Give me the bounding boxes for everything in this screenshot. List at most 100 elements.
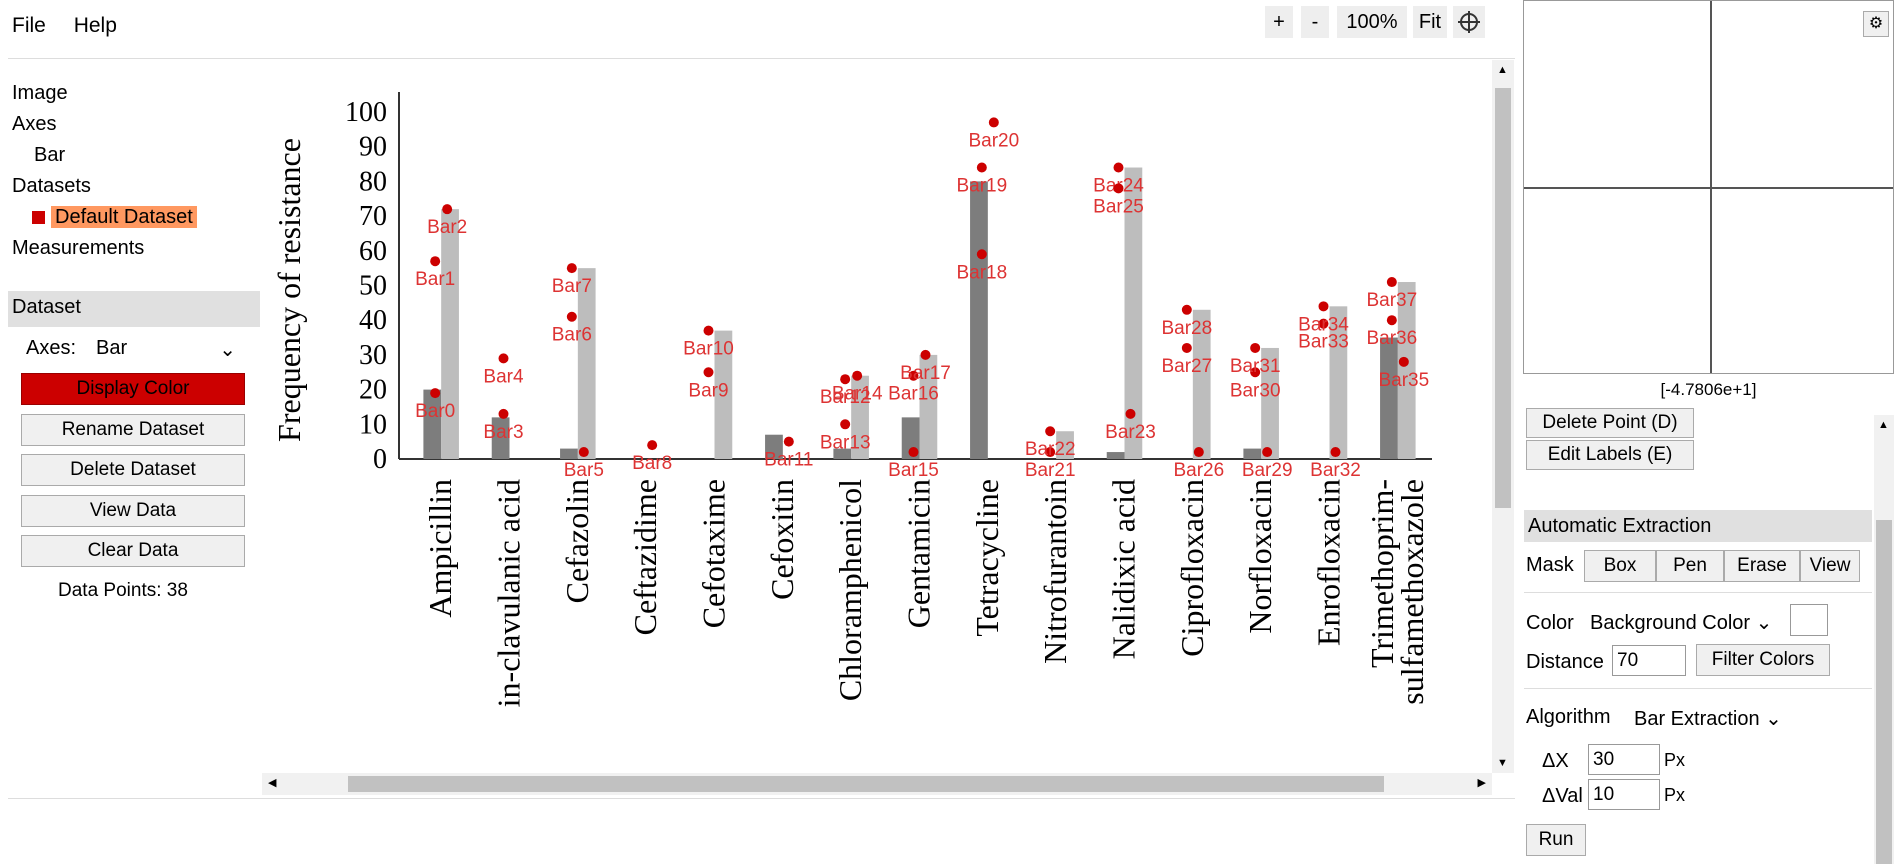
dx-input[interactable] — [1588, 744, 1660, 775]
data-point-marker — [1330, 447, 1341, 458]
crosshair-horizontal — [1524, 187, 1893, 189]
display-color-button[interactable]: Display Color — [21, 373, 245, 405]
y-tick-label: 90 — [359, 132, 387, 163]
data-point-label: Bar9 — [688, 380, 728, 401]
color-swatch[interactable] — [1790, 604, 1828, 636]
tree-axes[interactable]: Axes — [12, 113, 57, 135]
scroll-thumb[interactable] — [348, 776, 1384, 792]
data-point-label: Bar19 — [956, 176, 1007, 197]
x-tick-label: Enrofloxacin — [1311, 479, 1347, 646]
mask-box-button[interactable]: Box — [1584, 550, 1656, 582]
color-select[interactable]: Background Color ⌄ — [1590, 610, 1772, 635]
scroll-right-icon[interactable]: ▶ — [1477, 777, 1486, 789]
dval-input[interactable] — [1588, 779, 1660, 810]
delete-dataset-button[interactable]: Delete Dataset — [21, 454, 245, 486]
data-point-marker — [1181, 304, 1192, 315]
data-point-marker — [1250, 342, 1261, 353]
bar-1-14 — [1397, 282, 1416, 459]
settings-gear-icon[interactable]: ⚙ — [1863, 11, 1889, 37]
mask-view-button[interactable]: View — [1800, 550, 1860, 582]
x-tick-label: Cefoxitin — [764, 479, 800, 600]
data-point-label: Bar20 — [968, 130, 1019, 151]
y-tick-label: 30 — [359, 340, 387, 371]
data-point-marker — [988, 117, 999, 128]
bar-0-6 — [833, 448, 852, 459]
data-point-marker — [442, 204, 453, 215]
data-point-label: Bar6 — [552, 325, 592, 346]
edit-labels-button[interactable]: Edit Labels (E) — [1526, 440, 1694, 470]
delete-point-button[interactable]: Delete Point (D) — [1526, 408, 1694, 438]
distance-input[interactable] — [1612, 645, 1686, 676]
data-point-label: Bar13 — [820, 432, 871, 453]
tree-view: Image Axes Bar Datasets Default Dataset … — [12, 78, 197, 264]
plot-vertical-scrollbar[interactable]: ▲ ▼ — [1492, 60, 1514, 773]
menu-help[interactable]: Help — [73, 14, 117, 37]
data-point-label: Bar16 — [888, 384, 939, 405]
data-point-marker — [430, 388, 441, 399]
data-point-label: Bar12 — [820, 387, 871, 408]
rename-dataset-button[interactable]: Rename Dataset — [21, 414, 245, 446]
algorithm-select[interactable]: Bar Extraction ⌄ — [1634, 706, 1782, 731]
fit-button[interactable]: Fit — [1413, 6, 1447, 38]
filter-colors-button[interactable]: Filter Colors — [1696, 644, 1830, 676]
bar-0-0 — [423, 389, 442, 459]
data-point-marker — [1262, 447, 1273, 458]
scroll-left-icon[interactable]: ◀ — [268, 777, 277, 789]
x-tick-label: sulfamethoxazole — [1394, 479, 1430, 705]
data-point-label: Bar2 — [427, 217, 467, 238]
axes-select[interactable]: Bar ⌄ — [96, 337, 236, 361]
algorithm-select-value: Bar Extraction — [1634, 708, 1760, 730]
tree-measurements[interactable]: Measurements — [12, 237, 145, 259]
zoom-coordinate: [-4.7806e+1] — [1660, 380, 1757, 399]
data-point-marker — [1386, 277, 1397, 288]
mask-erase-button[interactable]: Erase — [1724, 550, 1800, 582]
data-point-label: Bar32 — [1310, 460, 1361, 481]
tree-default-dataset[interactable]: Default Dataset — [12, 202, 197, 233]
x-tick-label: Cefazolin — [559, 479, 595, 603]
clear-data-button[interactable]: Clear Data — [21, 535, 245, 567]
zoom-preview[interactable]: ⚙ — [1523, 0, 1894, 374]
scroll-thumb[interactable] — [1495, 88, 1511, 508]
bar-1-2 — [577, 268, 596, 459]
menu-file[interactable]: File — [12, 14, 46, 37]
zoom-level[interactable]: 100% — [1337, 6, 1407, 38]
x-tick-label: Ampicillin — [422, 479, 458, 618]
scroll-up-icon[interactable]: ▲ — [1878, 419, 1889, 431]
data-point-label: Bar0 — [415, 401, 455, 422]
y-tick-label: 20 — [359, 375, 387, 406]
zoom-out-button[interactable]: - — [1301, 6, 1329, 38]
data-points-count: Data Points: 38 — [58, 580, 188, 602]
data-point-marker — [976, 162, 987, 173]
auto-extraction-header: Automatic Extraction — [1524, 510, 1872, 542]
run-button[interactable]: Run — [1526, 824, 1586, 856]
plot-canvas[interactable]: Frequency of resistance 0 10 20 30 40 50 60 70 80… — [262, 60, 1492, 773]
bar-1-10 — [1124, 167, 1143, 459]
divider — [8, 798, 1515, 799]
y-tick-label: 70 — [359, 201, 387, 232]
data-point-label: Bar33 — [1298, 332, 1349, 353]
tree-datasets[interactable]: Datasets — [12, 175, 91, 197]
divider — [8, 58, 1515, 59]
data-point-marker — [840, 374, 851, 385]
scroll-up-icon[interactable]: ▲ — [1497, 64, 1508, 76]
side-panel-scrollbar[interactable]: ▲ — [1874, 415, 1894, 864]
bar-0-8 — [970, 181, 988, 459]
y-tick-label: 40 — [359, 305, 387, 336]
plot-horizontal-scrollbar[interactable]: ◀ ▶ — [262, 773, 1492, 795]
bar-0-12 — [1243, 448, 1262, 459]
scroll-down-icon[interactable]: ▼ — [1497, 757, 1508, 769]
y-tick-label: 50 — [359, 271, 387, 302]
x-tick-label: Trimethoprim- — [1364, 479, 1400, 668]
tree-axes-bar[interactable]: Bar — [34, 144, 66, 166]
view-data-button[interactable]: View Data — [21, 495, 245, 527]
scroll-thumb[interactable] — [1876, 520, 1892, 864]
tree-image[interactable]: Image — [12, 82, 68, 104]
data-point-label: Bar17 — [900, 363, 951, 384]
data-point-marker — [908, 447, 919, 458]
mask-pen-button[interactable]: Pen — [1656, 550, 1724, 582]
zoom-in-button[interactable]: + — [1265, 6, 1293, 38]
data-point-label: Bar26 — [1173, 460, 1224, 481]
crosshair-icon[interactable] — [1453, 6, 1485, 38]
x-tick-label: Ciprofloxacin — [1174, 479, 1210, 657]
